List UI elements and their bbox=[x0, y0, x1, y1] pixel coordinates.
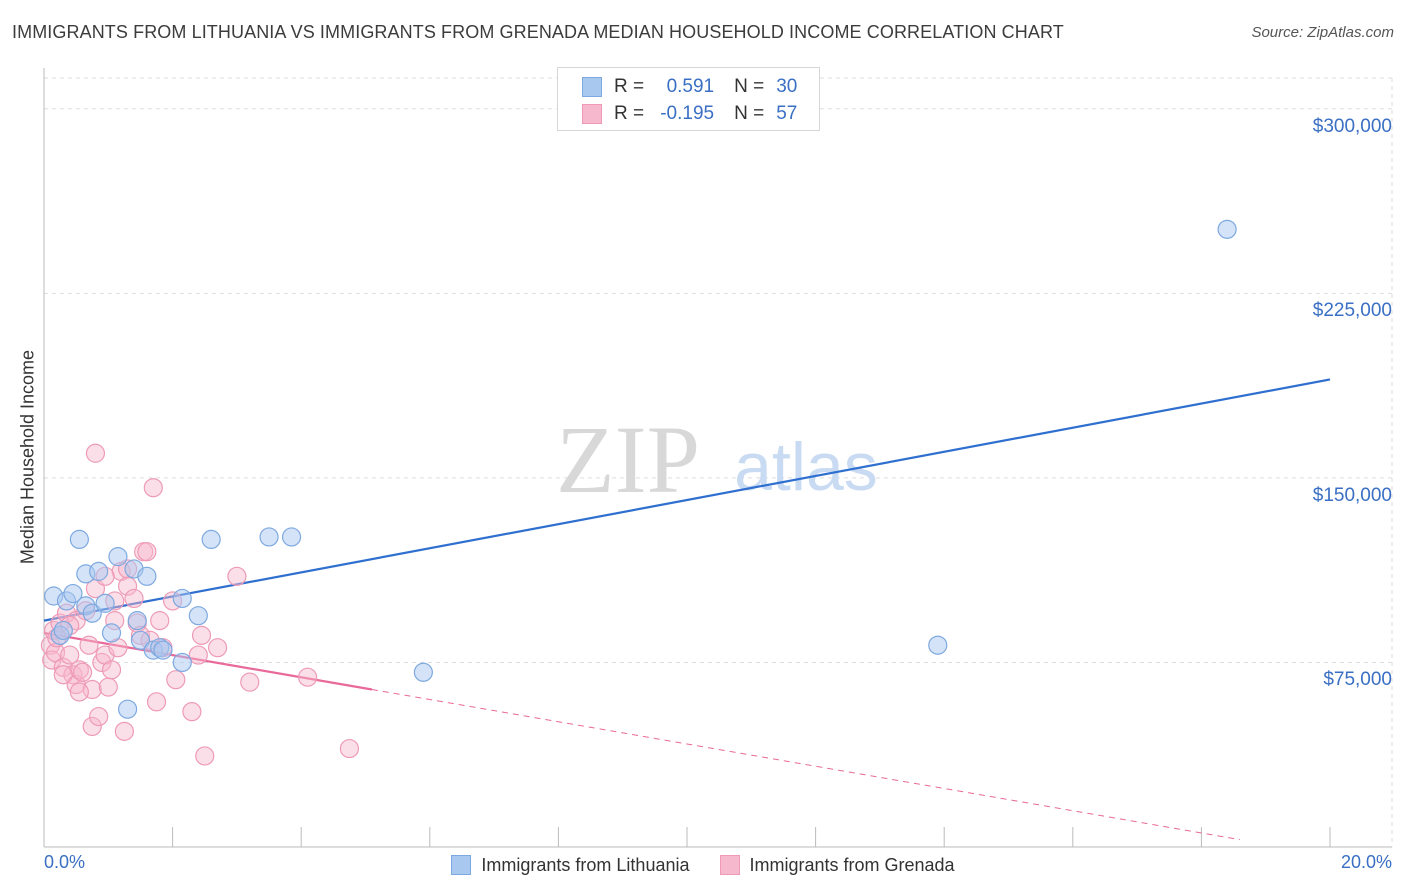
grenada-point-46 bbox=[191, 625, 212, 645]
watermark-zip: ZIP bbox=[556, 406, 700, 513]
series-lithuania-points bbox=[44, 219, 1237, 719]
lithuania-point-2 bbox=[53, 620, 73, 641]
grenada-point-53 bbox=[53, 665, 73, 685]
grenada-point-36 bbox=[137, 542, 157, 562]
y-tick-label-0: $75,000 bbox=[1323, 669, 1392, 691]
grenada-point-54 bbox=[69, 682, 89, 702]
grenada-legend-swatch bbox=[719, 855, 740, 875]
grenada-point-16 bbox=[82, 716, 102, 737]
grenada-point-20 bbox=[89, 706, 109, 727]
lithuania-point-21 bbox=[172, 652, 192, 673]
grenada-point-29 bbox=[114, 721, 134, 741]
stats-row-lithuania: R = 0.591 N = 30 bbox=[582, 75, 797, 99]
chart-title: IMMIGRANTS FROM LITHUANIA VS IMMIGRANTS … bbox=[12, 22, 1064, 42]
axes bbox=[43, 68, 1392, 848]
source-label: Source: ZipAtlas.com bbox=[1251, 24, 1394, 41]
lithuania-point-8 bbox=[82, 603, 102, 623]
grenada-point-19 bbox=[85, 443, 106, 463]
grenada-point-48 bbox=[208, 638, 228, 658]
grenada-point-47 bbox=[195, 746, 215, 766]
lithuania-point-10 bbox=[95, 593, 115, 613]
lithuania-point-11 bbox=[101, 623, 122, 643]
r-value: -0.195 bbox=[660, 103, 715, 124]
lithuania-point-14 bbox=[127, 611, 147, 631]
grenada-point-43 bbox=[166, 670, 186, 690]
grid-lines bbox=[44, 77, 1393, 847]
y-tick-label-2: $225,000 bbox=[1312, 300, 1392, 322]
lithuania-point-12 bbox=[108, 547, 128, 567]
lithuania-point-29 bbox=[117, 699, 138, 719]
lithuania-point-4 bbox=[63, 583, 83, 604]
grenada-point-24 bbox=[101, 660, 122, 680]
grenada-point-39 bbox=[146, 692, 167, 712]
legend-label-grenada: Immigrants from Grenada bbox=[749, 854, 955, 875]
lithuania-point-26 bbox=[413, 662, 433, 682]
grenada-point-50 bbox=[240, 672, 260, 692]
lithuania-point-19 bbox=[153, 640, 173, 660]
lithuania-point-9 bbox=[89, 561, 109, 581]
lithuania-point-25 bbox=[281, 527, 302, 547]
grenada-point-51 bbox=[298, 667, 318, 687]
grenada-point-40 bbox=[150, 611, 170, 631]
trend-line-grenada bbox=[43, 631, 373, 691]
lithuania-point-16 bbox=[137, 566, 157, 586]
bottom-legend: Immigrants from Lithuania Immigrants fro… bbox=[0, 852, 1406, 878]
y-axis-label: Median Household Income bbox=[17, 349, 38, 565]
grenada-point-49 bbox=[227, 566, 247, 586]
grenada-point-52 bbox=[339, 738, 360, 759]
lithuania-point-5 bbox=[69, 529, 89, 550]
n-label: N = bbox=[734, 76, 765, 97]
x-tick-label-min: 0.0% bbox=[44, 852, 86, 872]
lithuania-legend-swatch bbox=[451, 855, 472, 875]
lithuania-point-23 bbox=[201, 529, 221, 550]
lithuania-point-24 bbox=[259, 527, 279, 547]
r-value: 0.591 bbox=[666, 76, 715, 97]
grenada-swatch bbox=[582, 104, 602, 124]
n-value: 30 bbox=[776, 76, 798, 97]
y-tick-label-3: $300,000 bbox=[1312, 115, 1392, 137]
watermark-atlas: atlas bbox=[734, 429, 878, 505]
r-label: R = bbox=[614, 76, 645, 97]
x-tick-label-max: 20.0% bbox=[1340, 852, 1392, 872]
lithuania-point-20 bbox=[172, 588, 192, 609]
grenada-point-6 bbox=[53, 657, 73, 677]
grenada-point-23 bbox=[98, 677, 118, 697]
legend-item-grenada[interactable]: Immigrants from Grenada bbox=[719, 852, 955, 878]
grenada-point-32 bbox=[124, 588, 144, 609]
grenada-point-38 bbox=[143, 478, 163, 498]
n-label: N = bbox=[734, 103, 765, 124]
trend-lines bbox=[43, 378, 1331, 841]
legend-label-lithuania: Immigrants from Lithuania bbox=[481, 854, 690, 875]
grenada-point-31 bbox=[117, 576, 138, 596]
n-value: 57 bbox=[776, 103, 798, 124]
grenada-point-44 bbox=[182, 702, 202, 722]
r-label: R = bbox=[614, 103, 645, 124]
watermark: ZIP atlas bbox=[556, 406, 878, 513]
grenada-point-45 bbox=[188, 645, 208, 665]
lithuania-swatch bbox=[582, 77, 602, 97]
lithuania-point-28 bbox=[1217, 219, 1237, 239]
y-tick-label-1: $150,000 bbox=[1312, 484, 1392, 506]
grenada-point-8 bbox=[60, 645, 80, 665]
grenada-point-13 bbox=[72, 662, 93, 682]
lithuania-point-27 bbox=[928, 635, 948, 655]
grenada-point-11 bbox=[66, 611, 86, 631]
lithuania-point-15 bbox=[130, 630, 151, 650]
grenada-point-15 bbox=[79, 635, 99, 655]
stats-legend: R = 0.591 N = 30 R = -0.195 N = 57 bbox=[557, 67, 820, 131]
stats-row-grenada: R = -0.195 N = 57 bbox=[582, 102, 797, 126]
lithuania-point-22 bbox=[188, 606, 208, 626]
trend-line-lithuania bbox=[43, 378, 1331, 622]
legend-item-lithuania[interactable]: Immigrants from Lithuania bbox=[451, 852, 690, 878]
trend-line-grenada-extension bbox=[371, 689, 1241, 841]
